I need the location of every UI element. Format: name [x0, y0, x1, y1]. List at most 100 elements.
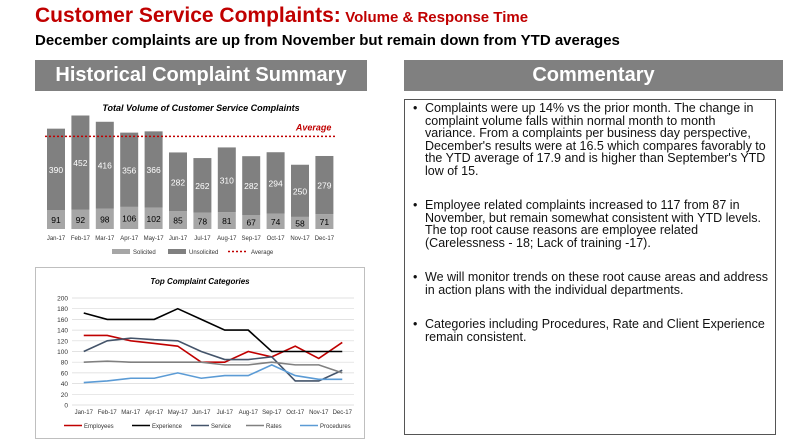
x-tick-label: Jul-17 [217, 410, 234, 416]
x-tick-label: Dec-17 [333, 410, 353, 416]
solicited-bar [315, 214, 334, 229]
unsolicited-bar [169, 152, 187, 212]
unsolicited-bar [291, 164, 309, 217]
solicited-value-label: 106 [122, 213, 136, 223]
x-tick-label: Oct-17 [286, 410, 305, 416]
x-tick-label: Apr-17 [145, 410, 164, 416]
x-tick-label: Jul-17 [194, 236, 211, 242]
x-tick-label: Aug-17 [239, 410, 259, 416]
bar-chart-title: Total Volume of Customer Service Complai… [102, 103, 299, 113]
unsolicited-value-label: 282 [171, 177, 185, 187]
unsolicited-value-label: 294 [269, 178, 283, 188]
unsolicited-value-label: 416 [98, 161, 112, 171]
solicited-bar [242, 215, 261, 229]
x-tick-label: Jun-17 [169, 236, 188, 242]
commentary-item: We will monitor trends on these root cau… [413, 271, 769, 296]
solicited-value-label: 98 [100, 214, 110, 224]
average-line-label: Average [295, 122, 332, 132]
solicited-bar [95, 208, 114, 229]
x-tick-label: Aug-17 [217, 236, 237, 242]
solicited-value-label: 81 [222, 216, 232, 226]
y-tick-label: 160 [57, 317, 68, 324]
unsolicited-bar [95, 121, 114, 209]
legend-label-experience: Experience [152, 424, 183, 430]
unsolicited-value-label: 356 [122, 165, 136, 175]
solicited-value-label: 91 [51, 215, 61, 225]
unsolicited-value-label: 279 [317, 181, 331, 191]
commentary-list: Complaints were up 14% vs the prior mont… [411, 102, 769, 343]
legend-label-procedures: Procedures [320, 424, 351, 430]
commentary-item: Complaints were up 14% vs the prior mont… [413, 102, 769, 177]
solicited-value-label: 85 [173, 216, 183, 226]
y-tick-label: 200 [57, 296, 68, 303]
legend-solicited-label: Solicited [133, 250, 156, 256]
commentary-item: Categories including Procedures, Rate an… [413, 318, 769, 343]
legend-unsolicited-swatch [168, 249, 186, 254]
x-tick-label: May-17 [144, 236, 165, 242]
series-line-employees [83, 334, 343, 363]
page-title: Customer Service Complaints: Volume & Re… [35, 4, 528, 28]
historical-summary-banner: Historical Complaint Summary [35, 60, 367, 91]
x-tick-label: Feb-17 [71, 236, 91, 242]
unsolicited-bar [47, 128, 65, 211]
x-tick-label: Jan-17 [75, 410, 94, 416]
unsolicited-bar [193, 158, 212, 213]
y-tick-label: 80 [61, 360, 69, 367]
y-tick-label: 140 [57, 328, 68, 335]
categories-chart-frame: Top Complaint Categories 0 20 40 60 80 100 120 1… [35, 267, 365, 439]
commentary-banner: Commentary [404, 60, 783, 91]
y-tick-label: 20 [61, 392, 69, 399]
y-tick-label: 180 [57, 306, 68, 313]
unsolicited-bar [242, 156, 261, 216]
legend-unsolicited-label: Unsolicited [189, 250, 218, 256]
unsolicited-bar [315, 155, 334, 215]
x-tick-label: Oct-17 [267, 236, 286, 242]
x-tick-label: Mar-17 [121, 410, 141, 416]
page-title-suffix: Volume & Response Time [345, 9, 529, 26]
x-tick-label: Sep-17 [262, 410, 282, 416]
legend-label-rates: Rates [266, 424, 282, 430]
solicited-bar [144, 207, 163, 229]
legend-label-service: Service [211, 424, 232, 430]
series-line-experience [83, 307, 343, 353]
x-tick-label: May-17 [168, 410, 189, 416]
page-subtitle: December complaints are up from November… [35, 32, 620, 49]
solicited-bar [169, 211, 187, 229]
solicited-bar [217, 212, 236, 229]
y-tick-label: 0 [64, 403, 68, 410]
x-tick-label: Feb-17 [98, 410, 118, 416]
commentary-item: Employee related complaints increased to… [413, 199, 769, 249]
solicited-bar [291, 216, 309, 229]
unsolicited-bar [144, 131, 163, 208]
solicited-bar [47, 210, 65, 229]
unsolicited-bar [217, 147, 236, 213]
solicited-value-label: 67 [246, 218, 256, 228]
unsolicited-value-label: 452 [73, 158, 87, 168]
x-tick-label: Nov-17 [309, 410, 329, 416]
unsolicited-value-label: 310 [220, 175, 234, 185]
y-tick-label: 60 [61, 370, 69, 377]
series-line-rates [83, 360, 343, 374]
legend-average-label: Average [251, 250, 274, 256]
unsolicited-bar [120, 132, 139, 207]
y-tick-label: 40 [61, 381, 69, 388]
line-chart-title: Top Complaint Categories [150, 277, 250, 286]
solicited-value-label: 58 [295, 218, 305, 228]
volume-bar-chart: Total Volume of Customer Service Complai… [45, 103, 336, 256]
unsolicited-value-label: 366 [147, 165, 161, 175]
unsolicited-value-label: 262 [195, 181, 209, 191]
x-tick-label: Nov-17 [290, 236, 310, 242]
unsolicited-value-label: 390 [49, 165, 63, 175]
solicited-bar [193, 212, 212, 229]
legend-solicited-swatch [112, 249, 130, 254]
y-tick-label: 100 [57, 349, 68, 356]
page-title-main: Customer Service Complaints: [35, 4, 341, 27]
legend-label-employees: Employees [84, 424, 114, 430]
solicited-value-label: 92 [76, 215, 86, 225]
x-tick-label: Jun-17 [192, 410, 211, 416]
solicited-value-label: 74 [271, 217, 281, 227]
commentary-box: Complaints were up 14% vs the prior mont… [404, 99, 776, 435]
series-line-procedures [83, 363, 343, 384]
solicited-value-label: 71 [320, 217, 330, 227]
x-tick-label: Apr-17 [120, 236, 139, 242]
